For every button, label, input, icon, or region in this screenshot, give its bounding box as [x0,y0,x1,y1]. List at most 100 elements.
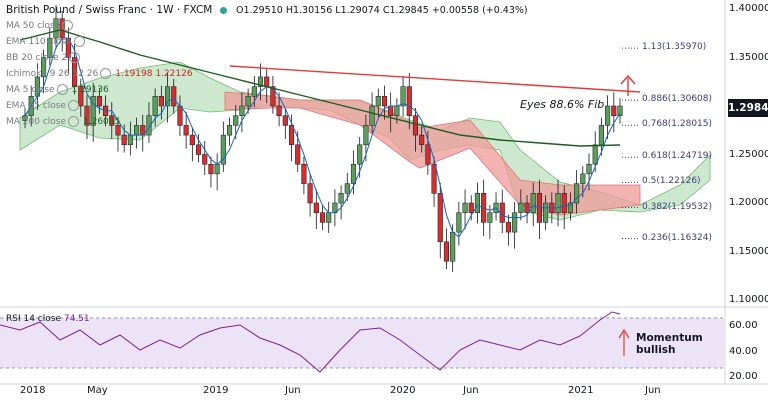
candle-body [214,163,220,175]
date-tick: Jun [645,385,661,396]
candle-body [437,193,443,243]
fib-label: 0.886(1.30608) [642,94,713,105]
candle-body [127,134,133,146]
ma-fast-line [24,37,621,238]
status-dot-icon [219,6,227,14]
candle-body [456,212,462,233]
price-tick: 1.10000 [729,294,768,305]
breakout-arrow-head [620,74,636,85]
legend-values: 1.29136 [71,85,109,95]
legend-label: EMA 55 close [6,101,66,111]
eye-icon[interactable] [62,20,74,31]
date-tick: 2018 [20,385,46,396]
candle-body [567,202,573,213]
eye-icon[interactable] [68,116,80,127]
candle-body [226,125,233,136]
rsi-tick: 20.00 [729,371,758,382]
candle-body [257,76,264,87]
candle-body [189,134,195,146]
candle-body [171,86,177,107]
candle-body [270,86,276,107]
date-tick: 2020 [390,385,416,396]
candle-body [109,115,115,126]
legend-values: 1.26095 [83,117,121,127]
eye-icon[interactable] [73,36,85,47]
date-tick: Jun [463,385,479,396]
candle-body [326,212,332,223]
candle-body [134,125,140,136]
candle-body [41,57,47,78]
candle-body [239,105,245,116]
candle-body [443,241,450,262]
fib-label: 0.236(1.16324) [642,232,713,243]
candle-body [47,37,53,58]
candle-body [605,105,611,126]
candle-body [183,125,189,136]
candle-body [288,125,295,146]
candle-body [276,105,282,116]
candle-body [530,193,536,213]
candle-body [431,163,437,194]
candle-body [319,212,326,223]
rsi-label: RSI 14 close [6,314,61,324]
candle-body [264,76,270,87]
candle-body [394,105,400,116]
legend-row: MA 5 close 1.29136 [6,84,109,96]
legend-values: 1.19198 1.22126 [115,69,193,79]
candle-body [121,134,127,146]
candle-body [350,163,357,184]
candle-body [561,193,567,213]
candle-body [474,193,480,213]
candle-body [505,222,511,233]
price-tick: 1.15000 [729,245,768,257]
rsi-tick: 60.00 [729,320,758,331]
legend-row: BB 20 close 2 [6,52,84,64]
rsi-arrow-head [618,328,630,339]
legend-label: MA 50 close [6,21,61,31]
candle-body [78,86,84,107]
legend-label: BB 20 close 2 [6,53,68,63]
candle-body [580,173,586,184]
date-tick: May [87,385,108,396]
date-tick: 2019 [203,385,229,396]
eye-icon[interactable] [67,100,79,111]
legend-row: EMA 55 close [6,100,83,112]
candle-body [412,115,419,136]
legend-label: MA 5 close [6,85,55,95]
candle-body [468,202,474,213]
candle-body [96,96,102,107]
candle-body [251,86,257,97]
candle-body [295,144,301,165]
candle-body [84,105,90,126]
legend-row: Ichimoku 9 26 52 26 1.19198 1.22126 [6,68,193,80]
candle-body [357,144,363,165]
candle-body [363,125,369,146]
candle-body [301,163,307,184]
candle-body [165,86,171,107]
fib-label: 0.5(1.22126) [642,176,701,187]
candle-body [381,96,388,107]
symbol-title: British Pound / Swiss Franc · 1W · FXCM [6,4,213,16]
rsi-annotation-1: Momentum [636,332,703,344]
date-tick: Jun [285,385,301,396]
candle-body [369,105,375,126]
candle-body [282,115,288,126]
candle-body [53,18,59,39]
eye-icon[interactable] [56,84,68,95]
candle-body [574,183,580,204]
candle-body [524,202,530,213]
eye-icon[interactable] [69,52,81,63]
current-price-tag: 1.29845 [728,99,768,117]
candle-body [425,144,431,165]
fib-label: 0.382(1.19532) [642,201,713,212]
price-tick: 1.40000 [729,3,768,14]
candle-body [233,115,239,126]
candle-body [158,96,164,107]
candle-body [115,125,121,136]
rsi-value: 74.51 [63,314,90,324]
chart-header: British Pound / Swiss Franc · 1W · FXCM … [6,4,528,17]
legend-row: MA 200 close 1.26095 [6,116,120,128]
fib-annotation: Eyes 88.6% Fib [520,98,605,111]
eye-icon[interactable] [100,68,112,79]
